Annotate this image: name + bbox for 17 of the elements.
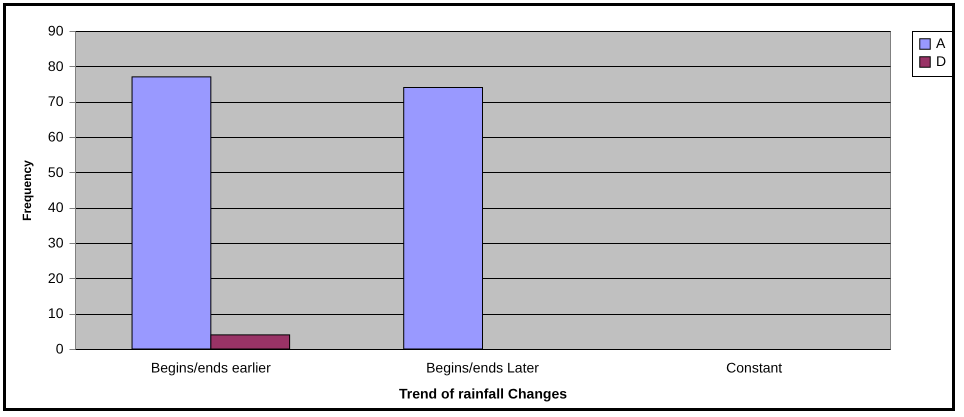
x-tick-label: Constant xyxy=(726,360,782,376)
y-tick-label: 80 xyxy=(48,58,64,74)
x-tick-label: Begins/ends earlier xyxy=(150,360,272,376)
y-tick-label: 70 xyxy=(48,93,64,110)
x-axis-title: Trend of rainfall Changes xyxy=(398,386,568,402)
y-tick-label: 50 xyxy=(48,164,64,180)
y-axis-title: Frequency xyxy=(20,160,34,221)
y-tick-label: 90 xyxy=(48,22,64,38)
y-tick-label: 20 xyxy=(48,270,64,286)
legend-label: A xyxy=(936,35,946,51)
legend-label: D xyxy=(936,53,946,69)
y-tick-label: 60 xyxy=(48,128,64,144)
y-tick-label: 0 xyxy=(56,340,64,356)
x-tick-label: Begins/ends Later xyxy=(426,360,540,376)
y-tick-label: 30 xyxy=(48,234,64,250)
y-tick-label: 40 xyxy=(48,199,64,216)
y-tick-label: 10 xyxy=(48,305,64,322)
